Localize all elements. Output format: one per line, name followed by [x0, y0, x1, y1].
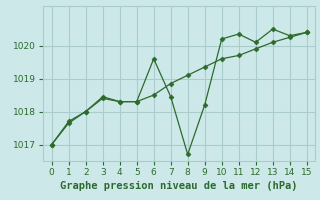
X-axis label: Graphe pression niveau de la mer (hPa): Graphe pression niveau de la mer (hPa)	[60, 181, 298, 191]
